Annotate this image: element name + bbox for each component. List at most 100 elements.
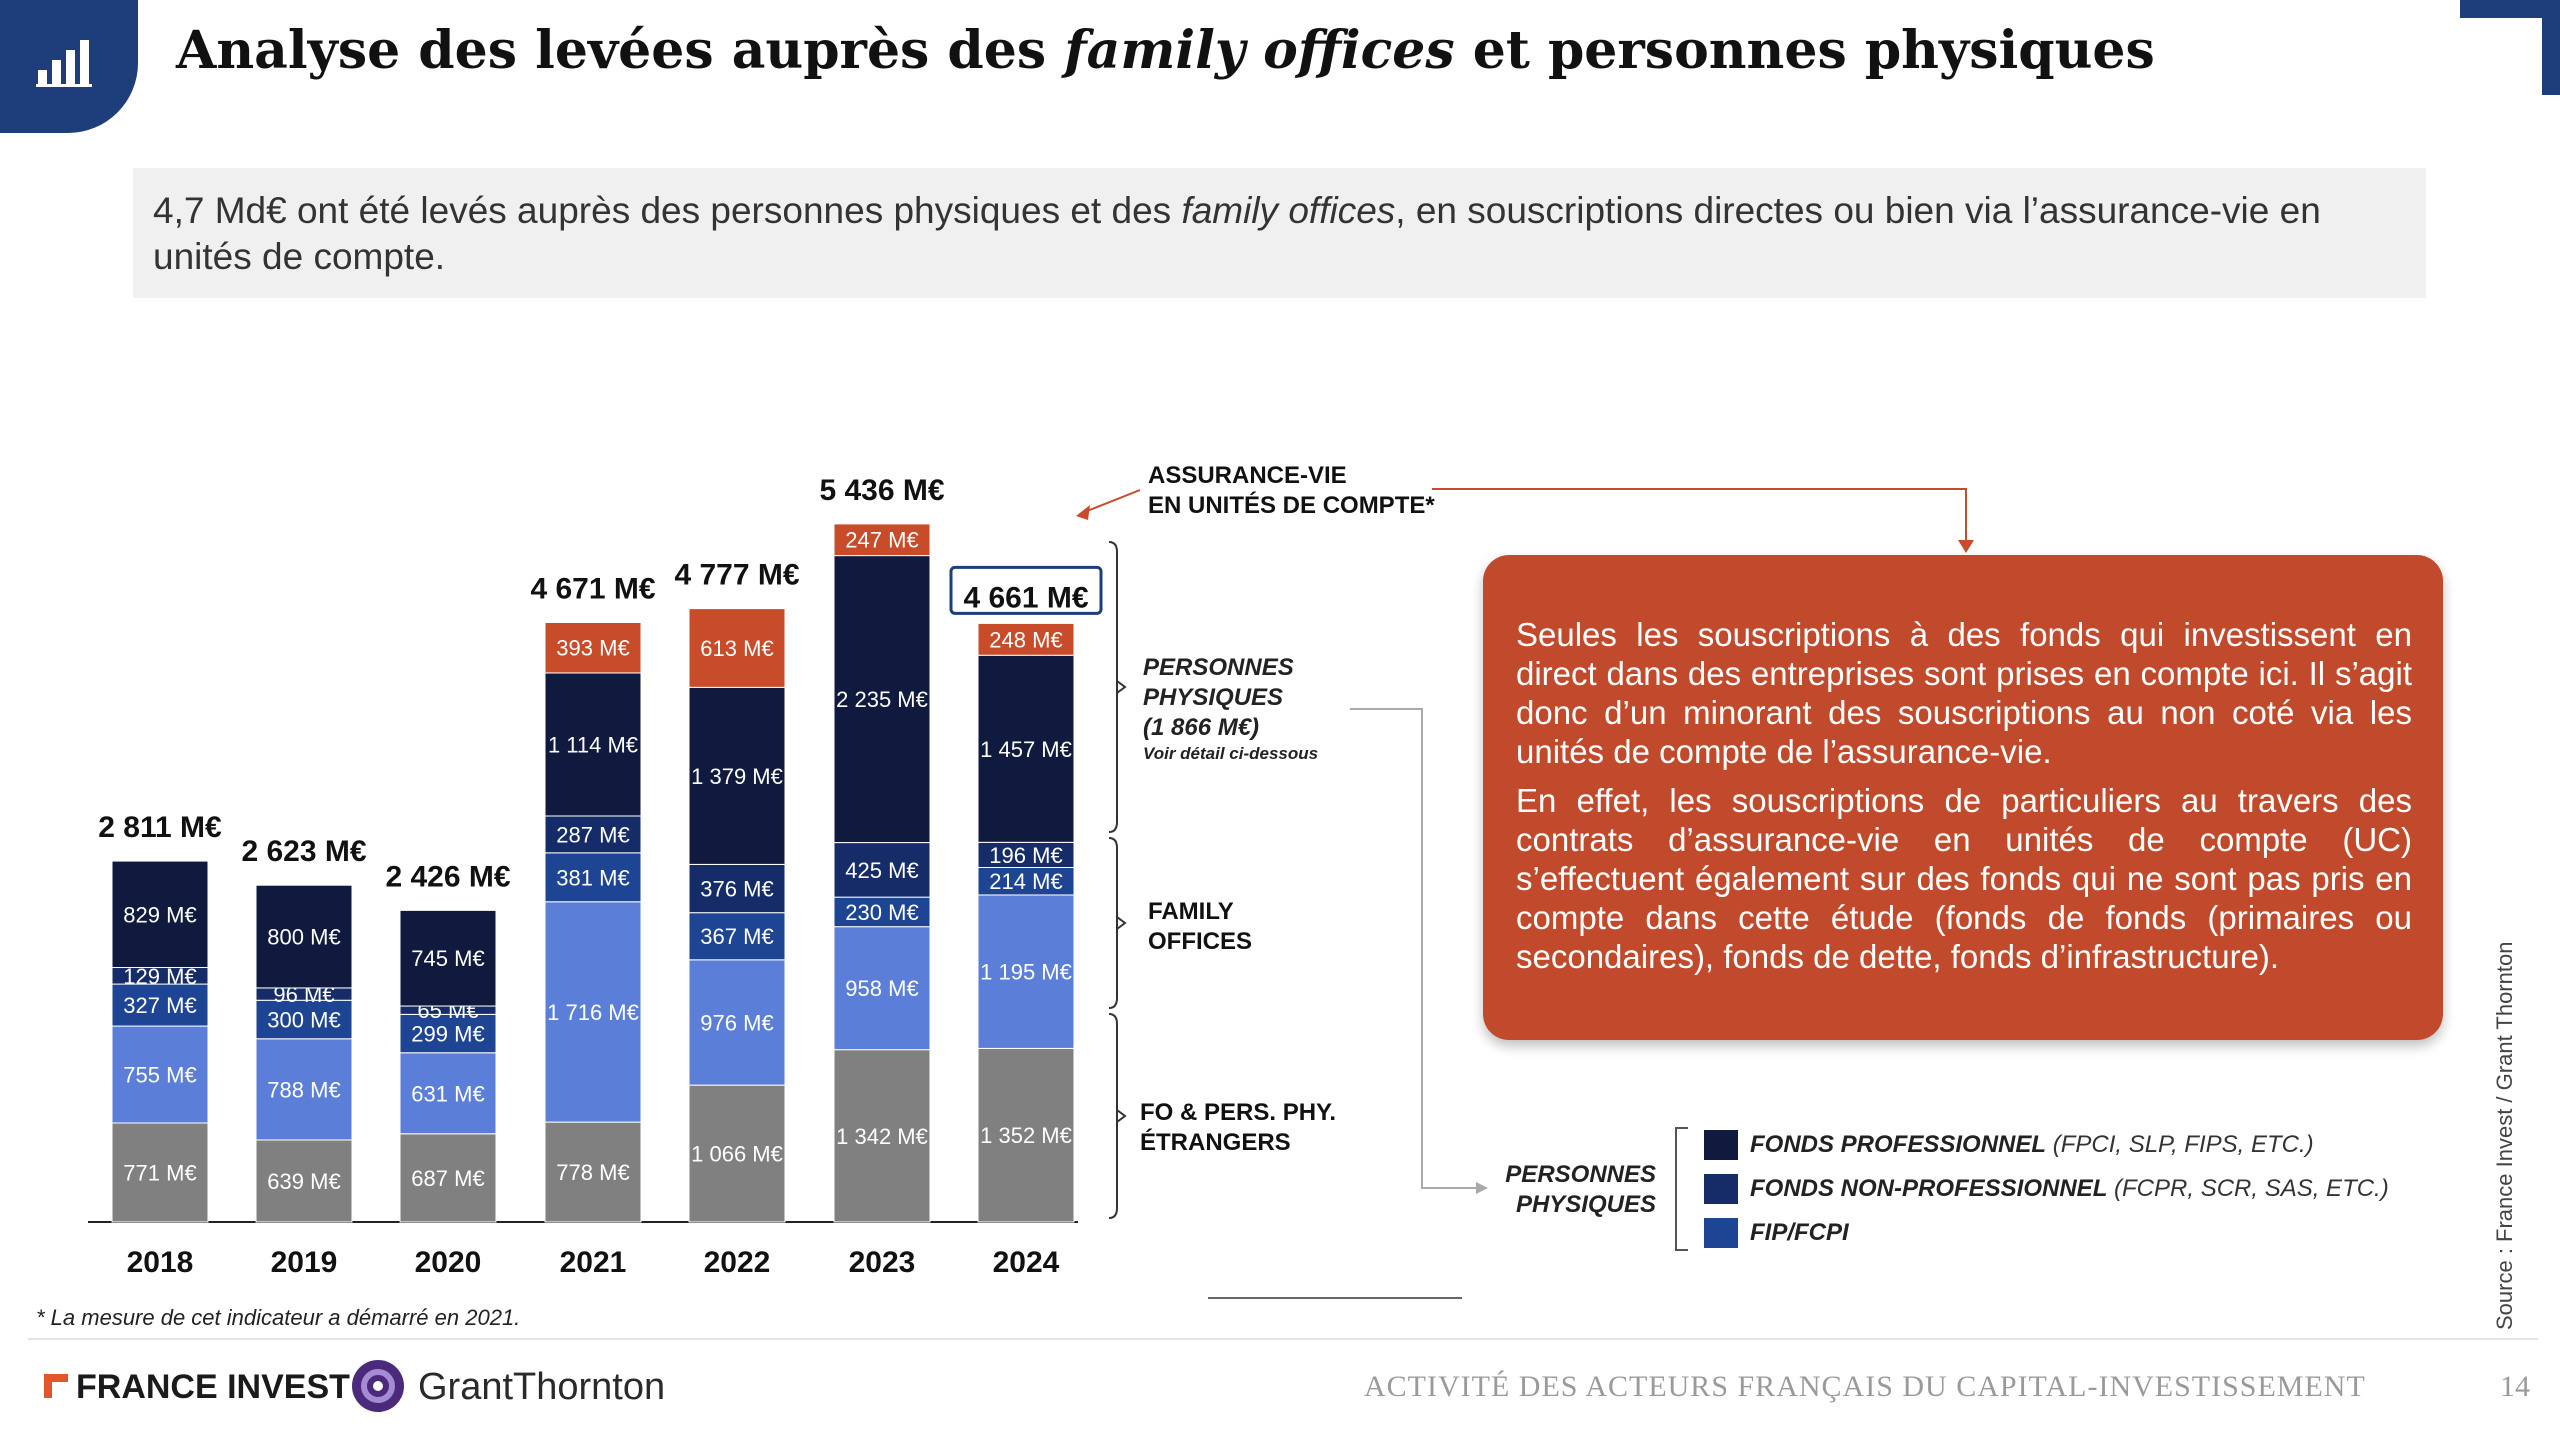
x-tick-label: 2023 [849,1246,916,1279]
bar-segment [544,901,642,1123]
bar-segment [977,622,1075,656]
segment-label: 327 M€ [123,993,196,1018]
bracket-personnes-physiques-tip [1116,680,1127,694]
total-label: 2 623 M€ [241,835,366,868]
legend-connector-head [1476,1182,1488,1194]
bracket-personnes-physiques [1108,541,1118,833]
total-label: 2 426 M€ [385,860,510,893]
bar-segment [111,983,209,1027]
corner-decoration [2460,0,2560,95]
bar-segment [111,1025,209,1124]
legend-label: FIP/FCPI [1750,1219,1849,1246]
bar-segment [688,608,786,688]
bracket-etrangers [1108,1013,1118,1219]
segment-label: 1 114 M€ [548,732,638,757]
bar-segment [977,866,1075,896]
segment-label: 381 M€ [556,865,629,890]
bar-segment [977,1047,1075,1223]
bar-segment [688,863,786,914]
bar-segment [833,555,931,844]
bar-segment [399,1052,497,1135]
label-assurance-vie: ASSURANCE-VIE EN UNITÉS DE COMPTE* [1148,462,1435,519]
bar-segment [833,842,931,898]
footnote: * La mesure de cet indicateur a démarré … [36,1305,521,1330]
bar-segment [399,1013,497,1054]
segment-label: 299 M€ [411,1022,484,1047]
legend-swatch [1704,1174,1738,1204]
segment-label: 376 M€ [700,877,773,902]
segment-label: 1 066 M€ [691,1142,783,1167]
segment-label: 1 716 M€ [547,1000,639,1025]
segment-label: 771 M€ [123,1161,196,1186]
segment-label: 287 M€ [556,822,629,847]
segment-label: 613 M€ [700,636,773,661]
x-tick-label: 2020 [415,1246,482,1279]
segment-label: 2 235 M€ [836,687,928,712]
bar-segment [255,1038,353,1141]
legend-bracket [1675,1127,1688,1251]
legend-label: FONDS NON-PROFESSIONNEL (FCPR, SCR, SAS,… [1750,1175,2389,1202]
segment-label: 425 M€ [845,858,918,883]
legend-group-label: PERSONNES PHYSIQUES [1505,1161,1656,1218]
grant-thornton-logo-icon [352,1360,404,1412]
label-family-offices: FAMILY OFFICES [1148,898,1253,955]
segment-label: 631 M€ [411,1081,484,1106]
bar-segment [399,1133,497,1223]
segment-label: 196 M€ [989,843,1062,868]
bar-segment [544,815,642,854]
label-etrangers: FO & PERS. PHY. ÉTRANGERS [1140,1099,1337,1156]
segment-label: 300 M€ [267,1008,340,1033]
bar-segment [544,852,642,903]
segment-label: 1 379 M€ [691,764,783,789]
segment-label: 829 M€ [123,902,196,927]
intro-text: 4,7 Md€ ont été levés auprès des personn… [153,190,2321,277]
footer-divider [28,1338,2538,1340]
callout-text: Seules les souscriptions à des fonds qui… [1516,616,2412,975]
bar-segment [688,959,786,1086]
page-number: 14 [2500,1370,2530,1403]
segment-label: 247 M€ [845,528,918,553]
bar-segment [688,686,786,865]
legend-swatch [1704,1130,1738,1160]
bar-segment [833,1049,931,1223]
page-title: Analyse des levées auprès des family off… [176,20,2155,81]
segment-label: 1 195 M€ [980,960,1072,985]
segment-label: 393 M€ [556,636,629,661]
bar-segment [977,841,1075,868]
total-label: 4 671 M€ [530,573,655,606]
grant-thornton-logo: GrantThornton [418,1366,666,1408]
segment-label: 687 M€ [411,1166,484,1191]
bar-segment [833,523,931,557]
assurance-arrow [1081,489,1141,514]
bracket-family-offices [1108,837,1118,1009]
assurance-arrow-head [1076,505,1090,520]
x-tick-label: 2021 [560,1246,627,1279]
france-invest-logo-icon [44,1374,68,1398]
segment-label: 248 M€ [989,627,1062,652]
callout-connector-head [1958,540,1974,553]
segment-label: 976 M€ [700,1010,773,1035]
bar-segment [111,860,209,969]
bar-segment [977,894,1075,1049]
bar-segment [544,622,642,674]
bar-segment [544,1121,642,1223]
x-tick-label: 2022 [704,1246,771,1279]
france-invest-logo: FRANCE INVEST [76,1368,350,1406]
total-label: 5 436 M€ [819,474,944,507]
x-tick-label: 2018 [127,1246,194,1279]
segment-label: 367 M€ [700,924,773,949]
total-highlight-box [949,565,1103,615]
bar-segment [833,896,931,928]
segment-label: 1 457 M€ [980,737,1072,762]
bar-segment [255,1139,353,1223]
bar-segment [688,912,786,961]
legend-swatch [1704,1218,1738,1248]
label-personnes-physiques: PERSONNES PHYSIQUES (1 866 M€) Voir détail… [1143,654,1319,763]
legend-label: FONDS PROFESSIONNEL (FPCI, SLP, FIPS, ET… [1750,1131,2314,1158]
segment-label: 230 M€ [845,900,918,925]
bar-segment [977,654,1075,843]
bar-segment [255,884,353,989]
publication-title: ACTIVITÉ DES ACTEURS FRANÇAIS DU CAPITAL… [1364,1370,2366,1403]
segment-label: 958 M€ [845,976,918,1001]
callout-connector [1432,488,1967,547]
